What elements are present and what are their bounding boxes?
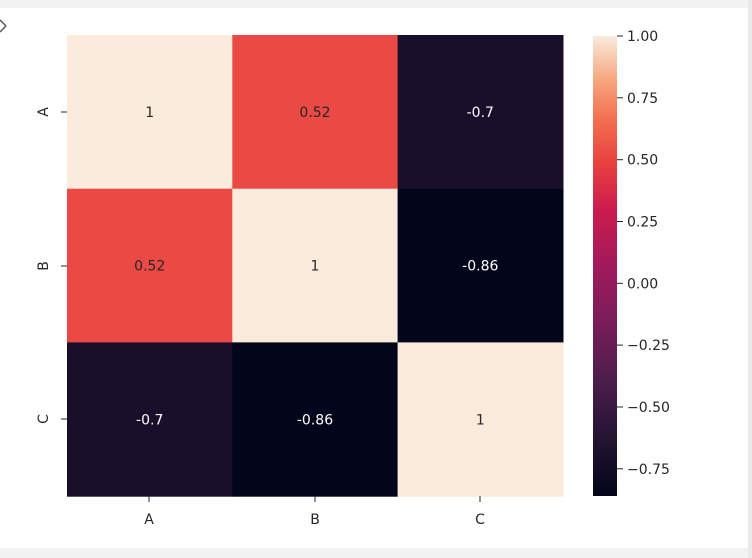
corner-arrow-icon bbox=[0, 19, 7, 33]
heatmap-cell-label: -0.7 bbox=[136, 412, 163, 428]
colorbar: 1.00 0.75 0.50 0.25 0.00 −0.25 −0.50 −0.75 bbox=[593, 29, 670, 496]
x-tick-label: B bbox=[310, 512, 320, 528]
heatmap-cell bbox=[397, 342, 564, 497]
heatmap-cell-label: 1 bbox=[145, 105, 154, 121]
heatmap-cell bbox=[67, 35, 233, 190]
heatmap-cell bbox=[232, 188, 399, 343]
heatmap-cell-label: -0.86 bbox=[297, 412, 333, 428]
heatmap-chart: 1 0.52 -0.7 0.52 1 -0.86 -0.7 -0.86 1 A B C A B … bbox=[0, 19, 670, 528]
heatmap-cell bbox=[67, 188, 233, 343]
colorbar-tick-label: 0.00 bbox=[627, 276, 658, 292]
x-tick-label: C bbox=[475, 512, 485, 528]
heatmap-cells bbox=[67, 35, 564, 497]
colorbar-tick-label: −0.25 bbox=[627, 338, 670, 354]
colorbar-ticks: 1.00 0.75 0.50 0.25 0.00 −0.25 −0.50 −0.75 bbox=[617, 29, 670, 478]
heatmap-cell bbox=[67, 342, 233, 497]
colorbar-tick-label: 0.50 bbox=[627, 153, 658, 169]
heatmap-cell bbox=[397, 188, 564, 343]
heatmap-cell-label: -0.7 bbox=[467, 105, 494, 121]
y-axis: A B C bbox=[36, 107, 67, 424]
heatmap-cell-label: 1 bbox=[476, 412, 485, 428]
x-tick-label: A bbox=[144, 512, 154, 528]
colorbar-tick-label: 0.75 bbox=[627, 91, 658, 107]
colorbar-tick-label: 1.00 bbox=[627, 29, 658, 45]
colorbar-tick-label: 0.25 bbox=[627, 215, 658, 231]
heatmap-cell-labels: 1 0.52 -0.7 0.52 1 -0.86 -0.7 -0.86 1 bbox=[134, 105, 498, 428]
colorbar-tick-label: −0.50 bbox=[627, 400, 670, 416]
bottom-strip bbox=[0, 548, 752, 558]
heatmap-cell-label: 1 bbox=[311, 259, 320, 275]
colorbar-gradient bbox=[593, 36, 617, 496]
heatmap-cell bbox=[232, 342, 399, 497]
heatmap-cell-label: 0.52 bbox=[299, 105, 330, 121]
y-tick-label: C bbox=[36, 414, 52, 424]
heatmap-cell bbox=[232, 35, 399, 190]
colorbar-tick-label: −0.75 bbox=[627, 462, 670, 478]
heatmap-cell-label: -0.86 bbox=[462, 259, 498, 275]
x-axis: A B C bbox=[144, 496, 485, 528]
y-tick-label: B bbox=[36, 261, 52, 271]
heatmap-cell bbox=[397, 35, 564, 190]
y-tick-label: A bbox=[36, 107, 52, 117]
heatmap-cell-label: 0.52 bbox=[134, 259, 165, 275]
top-strip bbox=[0, 0, 752, 8]
scrollbar-edge bbox=[748, 0, 752, 558]
